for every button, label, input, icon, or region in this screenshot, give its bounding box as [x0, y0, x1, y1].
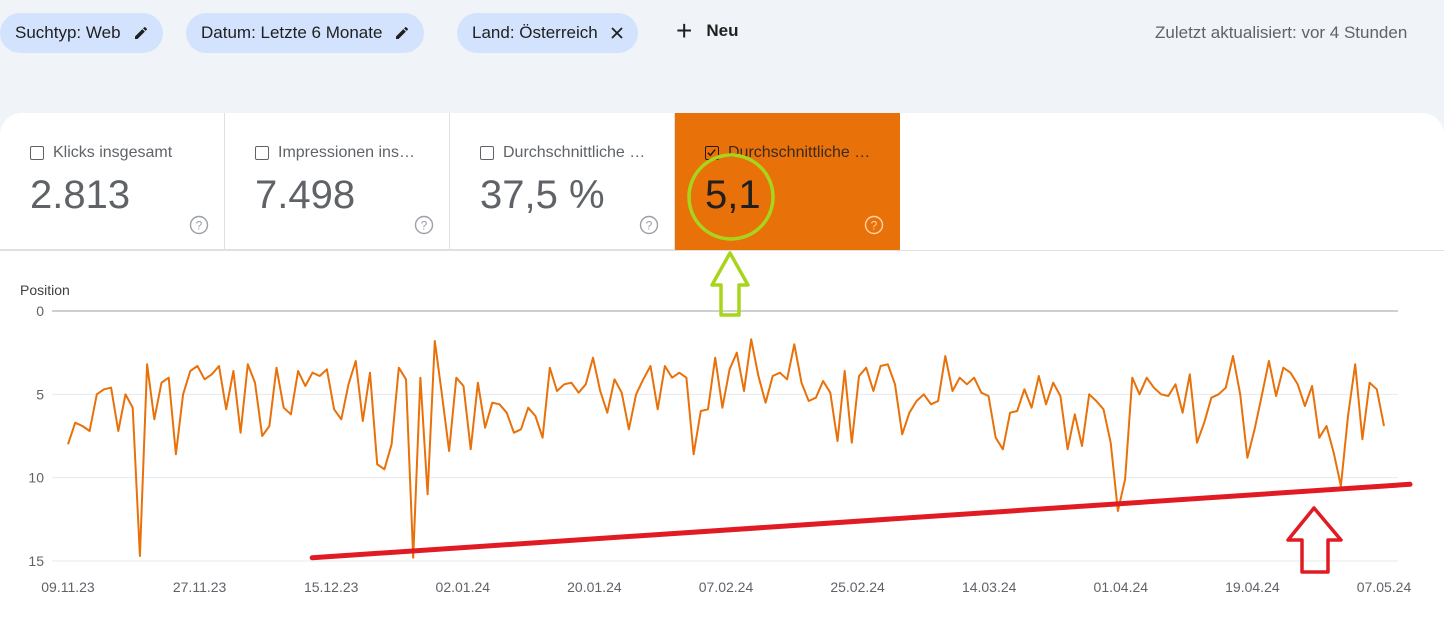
y-tick-label: 10	[28, 470, 44, 486]
x-tick-label: 25.02.24	[830, 579, 885, 595]
x-tick-label: 19.04.24	[1225, 579, 1280, 595]
x-tick-label: 07.05.24	[1357, 579, 1412, 595]
highlight-circle	[689, 155, 773, 239]
x-tick-label: 01.04.24	[1094, 579, 1149, 595]
x-tick-label: 15.12.23	[304, 579, 359, 595]
series-line	[68, 339, 1384, 557]
x-tick-label: 14.03.24	[962, 579, 1017, 595]
y-tick-label: 0	[36, 303, 44, 319]
y-tick-label: 5	[36, 386, 44, 402]
annotations	[312, 155, 1410, 572]
y-tick-label: 15	[28, 553, 44, 569]
up-arrow-red-icon	[1288, 508, 1341, 572]
x-tick-label: 09.11.23	[41, 579, 95, 595]
up-arrow-green-icon	[712, 253, 748, 315]
x-tick-label: 02.01.24	[436, 579, 491, 595]
x-tick-label: 07.02.24	[699, 579, 754, 595]
x-tick-label: 27.11.23	[173, 579, 227, 595]
trend-line	[312, 484, 1410, 557]
x-tick-label: 20.01.24	[567, 579, 622, 595]
y-axis-label: Position	[20, 282, 70, 298]
